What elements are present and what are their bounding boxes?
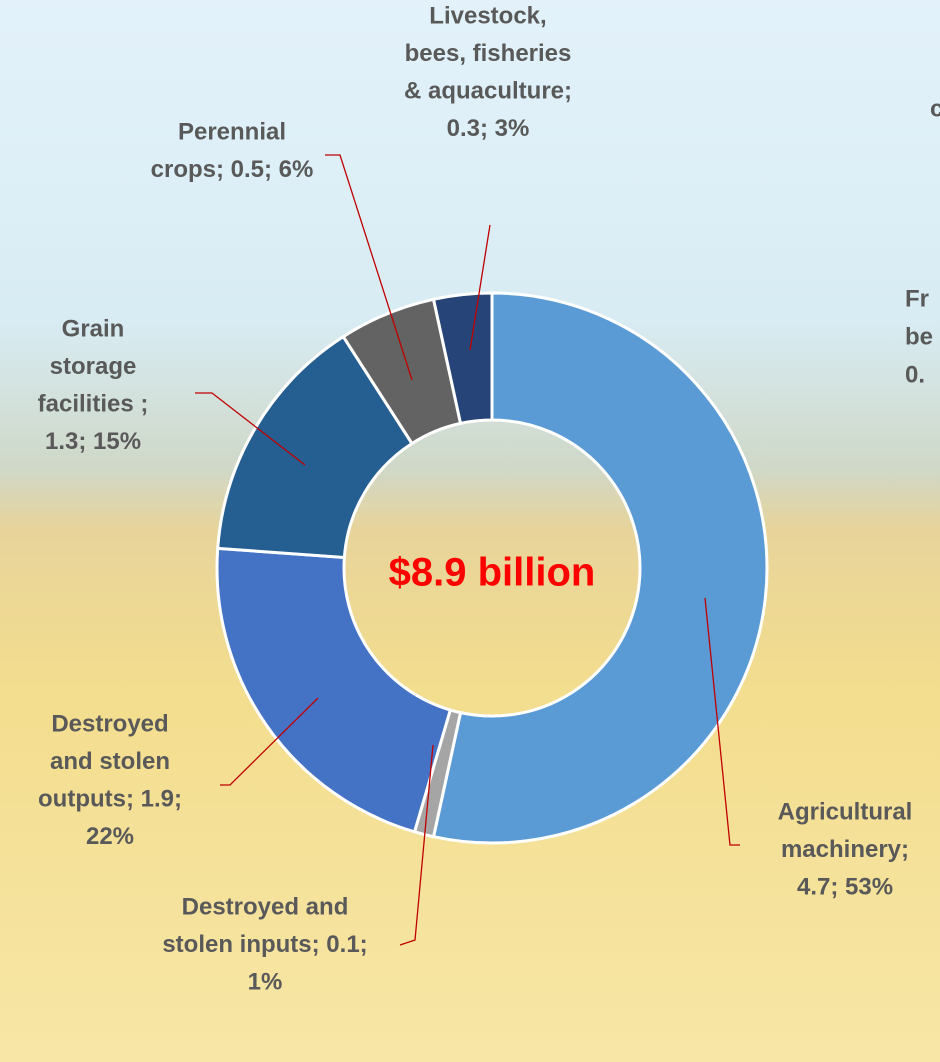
data-label: outputs; 1.9; (38, 785, 182, 812)
slice (431, 291, 769, 845)
data-label: storage (50, 353, 137, 380)
data-label: crops; 0.5; 6% (151, 156, 314, 183)
data-label: Agricultural (778, 798, 913, 825)
data-label: machinery; (781, 836, 909, 863)
cropped-label: Fr (905, 285, 929, 312)
data-label: Livestock, (429, 2, 546, 29)
leader-line (469, 224, 491, 351)
cropped-label: be (905, 323, 933, 350)
cropped-label: c (930, 95, 940, 122)
data-label: 1% (248, 968, 283, 995)
leader-line (399, 744, 434, 946)
data-label: Grain (62, 315, 125, 342)
data-label: 4.7; 53% (797, 873, 893, 900)
data-label: facilities ; (38, 390, 149, 417)
data-label: 1.3; 15% (45, 428, 141, 455)
data-label: 22% (86, 823, 134, 850)
data-label: stolen inputs; 0.1; (162, 931, 367, 958)
labels: Agricultural machinery; 4.7; 53% Destroyed … (38, 2, 940, 995)
leader-line (220, 697, 319, 786)
data-label: Destroyed (51, 710, 168, 737)
leader-line (704, 597, 740, 846)
slice (216, 334, 415, 560)
slice (215, 546, 453, 834)
data-label: and stolen (50, 748, 170, 775)
data-label: Perennial (178, 118, 286, 145)
leader-line (195, 392, 306, 466)
leader-line (325, 154, 413, 381)
slice (431, 291, 494, 426)
data-label: & aquaculture; (404, 77, 572, 104)
cropped-label: 0. (905, 361, 925, 388)
data-label: bees, fisheries (405, 40, 572, 67)
data-label: Destroyed and (182, 893, 349, 920)
center-label: $8.9 billion (389, 551, 596, 595)
slices (215, 291, 769, 845)
data-label: 0.3; 3% (447, 115, 530, 142)
